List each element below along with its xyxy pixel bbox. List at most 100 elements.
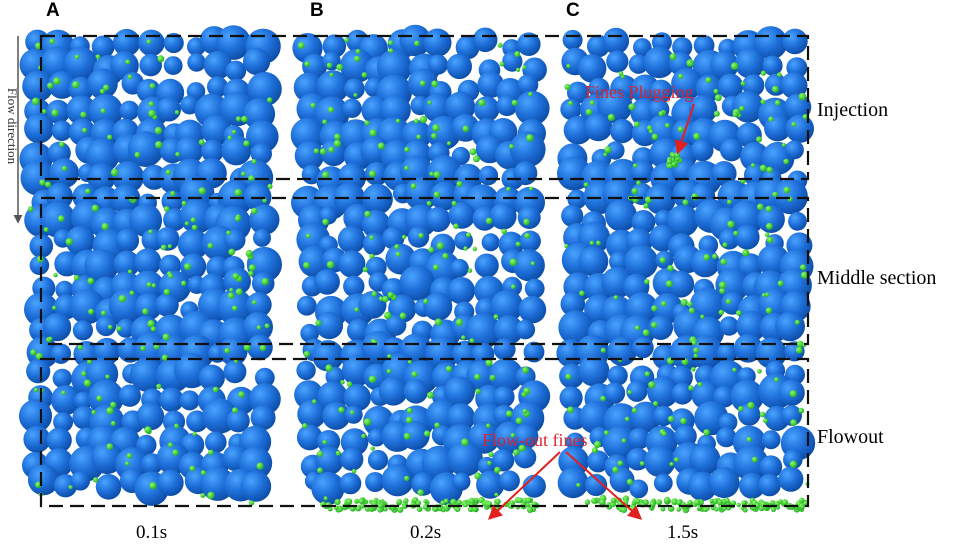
coarse-particle	[95, 315, 117, 337]
fine-particle	[472, 246, 477, 252]
coarse-particle	[708, 467, 740, 499]
panel-letter-b: B	[310, 0, 324, 21]
fine-particle	[644, 279, 650, 285]
coarse-particle	[365, 472, 386, 492]
coarse-particle	[139, 53, 162, 77]
coarse-particle	[690, 248, 720, 278]
fine-particle	[144, 426, 152, 434]
coarse-particle	[597, 88, 633, 124]
fine-particle	[312, 399, 317, 404]
injection-frame	[39, 34, 810, 181]
coarse-particle	[762, 55, 783, 76]
coarse-particle	[738, 403, 761, 426]
fine-particle	[129, 290, 135, 296]
fine-particle	[511, 99, 518, 106]
fine-particle	[74, 54, 80, 60]
coarse-particle	[343, 275, 365, 297]
fine-particle	[719, 281, 727, 289]
fine-particle	[361, 433, 366, 439]
fine-particle	[181, 200, 187, 206]
coarse-particle	[602, 27, 630, 55]
coarse-particle	[740, 142, 770, 172]
fine-particle	[405, 416, 413, 424]
fine-particle	[529, 186, 534, 191]
coarse-particle	[297, 399, 327, 429]
fine-particle	[697, 382, 703, 387]
fine-particle	[234, 359, 238, 364]
fine-particle	[688, 307, 695, 314]
fine-particle	[363, 418, 372, 426]
fine-particle	[358, 498, 365, 505]
fine-particle	[228, 248, 236, 256]
fine-particle	[732, 111, 738, 118]
fine-particle	[740, 81, 746, 86]
coarse-particle	[784, 140, 804, 160]
fine-particle	[703, 429, 710, 436]
fine-particle	[485, 359, 493, 367]
fine-particle	[658, 110, 665, 117]
coarse-particle	[764, 73, 788, 96]
coarse-particle	[481, 233, 500, 252]
fine-particle	[795, 346, 803, 354]
coarse-particle	[221, 135, 252, 166]
fine-particle	[680, 298, 688, 307]
fine-particle	[157, 55, 165, 63]
coarse-particle	[180, 253, 207, 280]
fine-particle	[87, 359, 92, 365]
fine-particle	[431, 133, 437, 139]
coarse-particle	[179, 390, 200, 411]
coarse-particle	[523, 341, 545, 363]
fine-particle	[328, 106, 334, 113]
coarse-particle	[755, 337, 787, 369]
fine-particle	[468, 497, 476, 505]
fine-particle	[418, 232, 424, 239]
coarse-particle	[782, 28, 808, 55]
fine-particle	[248, 175, 255, 182]
fine-particle	[27, 206, 34, 212]
fine-particle	[175, 152, 180, 157]
fine-particle	[414, 40, 420, 47]
fine-particle	[106, 407, 114, 415]
coarse-particle	[674, 424, 697, 448]
fine-particle	[322, 119, 328, 125]
fine-particle	[770, 506, 777, 512]
fine-particle	[241, 115, 248, 123]
fine-particle	[478, 99, 486, 107]
coarse-particle	[201, 139, 224, 163]
fine-particle	[162, 333, 170, 341]
coarse-particle	[300, 323, 320, 343]
fine-particle	[494, 466, 501, 474]
fine-particle	[77, 344, 84, 350]
coarse-particle	[450, 258, 469, 278]
fines-plugging-label: Fines Plugging	[585, 82, 694, 102]
fine-particle	[340, 379, 345, 385]
fine-particle	[497, 42, 503, 48]
fine-particle	[759, 164, 767, 172]
fine-particle	[423, 298, 429, 304]
fine-particle	[73, 274, 80, 281]
coarse-particle	[134, 293, 162, 321]
fine-particle	[628, 103, 636, 111]
fine-particle	[52, 305, 57, 310]
coarse-particle	[64, 47, 98, 81]
fine-particle	[667, 264, 674, 272]
coarse-particle	[695, 74, 723, 102]
fine-particle	[720, 258, 727, 265]
fine-particle	[245, 249, 253, 257]
fine-particle	[107, 324, 113, 330]
fine-particle	[395, 118, 401, 124]
fine-particle	[593, 440, 602, 448]
fine-particle	[232, 129, 237, 134]
fine-particle	[149, 83, 156, 89]
fine-particle	[369, 170, 376, 178]
coarse-particle	[134, 248, 162, 276]
coarse-particle	[713, 385, 736, 408]
fine-particle	[445, 365, 453, 372]
fine-particle	[802, 114, 808, 120]
fine-particle	[364, 210, 371, 218]
fine-particle	[465, 232, 472, 238]
coarse-particle	[40, 201, 76, 238]
fine-particle	[763, 418, 768, 424]
fine-particle	[791, 122, 797, 127]
coarse-particle	[223, 360, 247, 384]
